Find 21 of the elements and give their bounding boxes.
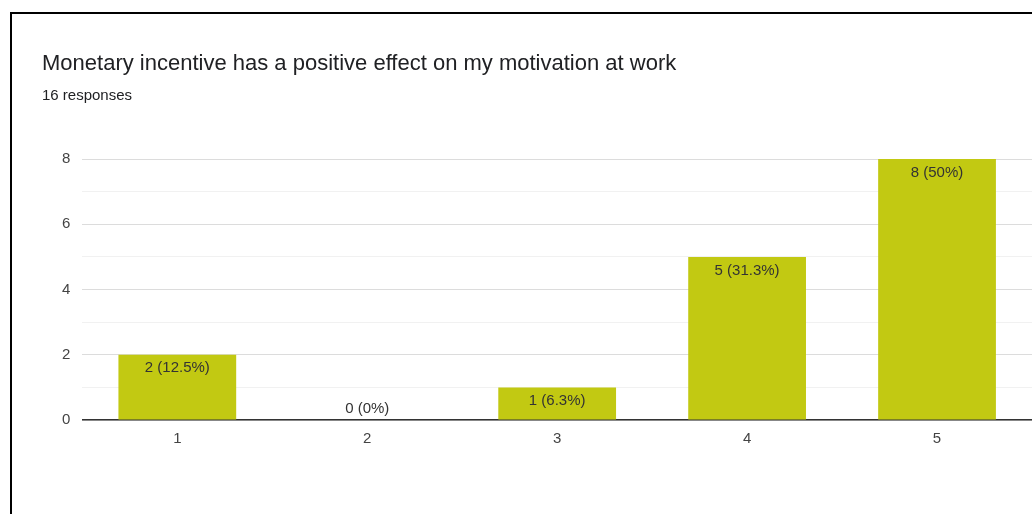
bar: [688, 256, 806, 420]
y-tick-label: 0: [62, 410, 71, 428]
bar: [878, 159, 996, 420]
x-tick-label: 2: [363, 429, 372, 447]
data-label: 8 (50%): [910, 162, 964, 180]
x-tick-label: 1: [173, 429, 182, 447]
y-tick-label: 4: [62, 279, 71, 297]
data-label: 5 (31.3%): [714, 260, 780, 278]
bar: [498, 387, 617, 420]
data-label: 1 (6.3%): [528, 391, 586, 409]
chart-subtitle: 16 responses: [42, 86, 133, 103]
x-tick-label: 4: [742, 429, 752, 447]
x-tick-label: 3: [553, 429, 562, 447]
chart-title: Monetary incentive has a positive effect on my motivation at work: [42, 50, 677, 76]
data-label: 0 (0%): [345, 398, 390, 416]
y-tick-label: 2: [62, 344, 71, 362]
x-tick-label: 5: [932, 429, 942, 447]
bar: [118, 354, 237, 420]
y-tick-label: 8: [62, 149, 71, 167]
data-label: 2 (12.5%): [144, 358, 210, 376]
y-tick-label: 6: [62, 214, 71, 232]
